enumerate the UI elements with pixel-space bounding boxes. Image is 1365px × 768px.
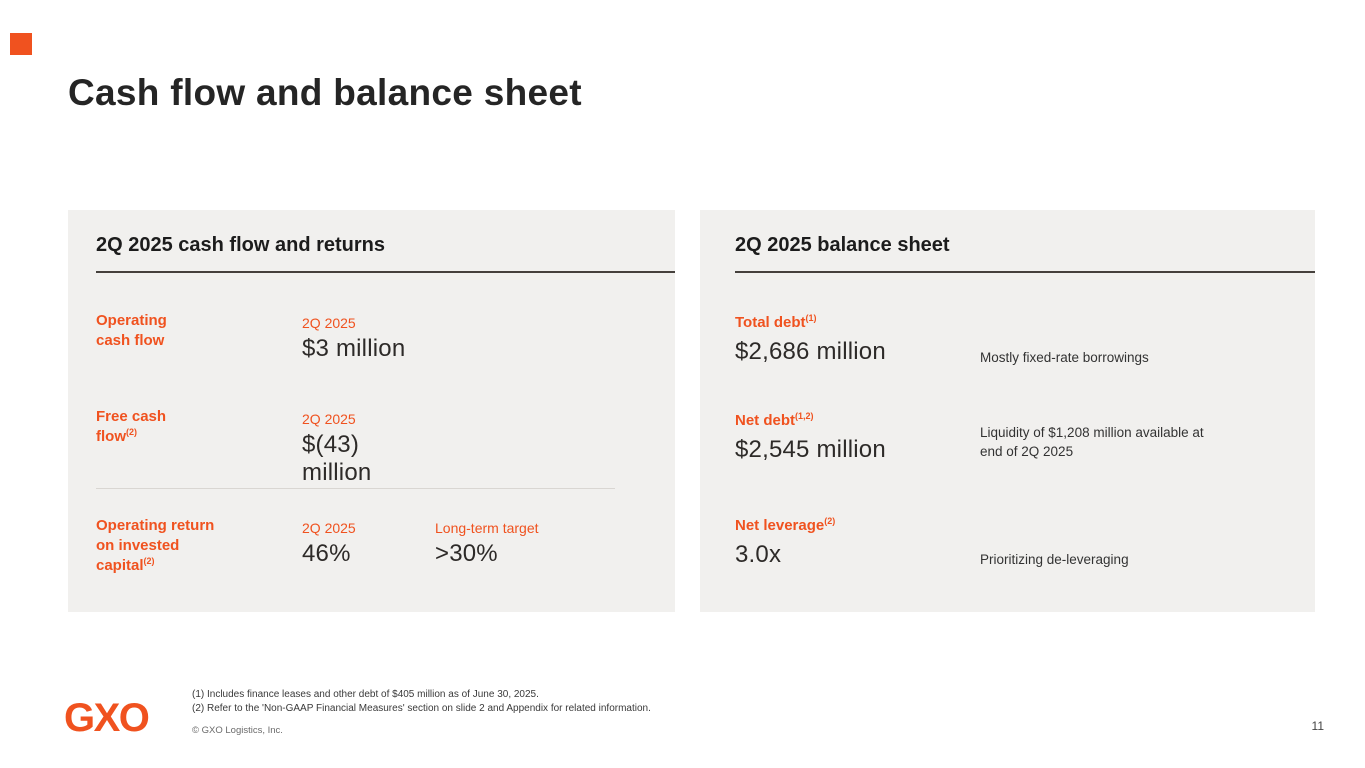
target-label: Long-term target: [435, 520, 539, 536]
metric-block: 2Q 2025 $3 million: [302, 315, 435, 363]
net-debt-value: $2,545 million: [735, 436, 886, 463]
target-block: Long-term target >30%: [435, 520, 568, 568]
cash-flow-panel-header: 2Q 2025 cash flow and returns: [96, 234, 675, 273]
net-debt-note: Liquidity of $1,208 million available at…: [980, 425, 1204, 459]
brand-accent-square: [10, 33, 32, 55]
row-divider: [96, 488, 615, 489]
metric-period: 2Q 2025: [302, 315, 356, 331]
page-number: 11: [1311, 719, 1324, 733]
footnotes: (1) Includes finance leases and other de…: [192, 688, 651, 716]
cash-flow-panel: 2Q 2025 cash flow and returns Operating …: [68, 210, 675, 612]
free-cash-flow-row: Free cash flow(2) 2Q 2025 $(43) million: [96, 407, 435, 487]
total-debt-label: Total debt(1): [735, 313, 817, 332]
balance-sheet-panel: 2Q 2025 balance sheet Total debt(1) $2,6…: [700, 210, 1315, 612]
metric-block: 2Q 2025 $(43) million: [302, 411, 435, 487]
metric-label-text: Net debt: [735, 412, 795, 429]
metric-label: Free cash flow(2): [96, 407, 302, 447]
page-title: Cash flow and balance sheet: [68, 72, 582, 113]
metric-value: $3 million: [302, 335, 406, 362]
target-value: >30%: [435, 540, 498, 567]
footnote-2: (2) Refer to the 'Non-GAAP Financial Mea…: [192, 703, 651, 714]
metric-label: Operating return on invested capital(2): [96, 516, 302, 575]
footnote-marker: (1): [805, 313, 817, 323]
footnote-marker: (1,2): [795, 411, 814, 421]
balance-sheet-panel-header: 2Q 2025 balance sheet: [735, 234, 1315, 273]
metric-label-text: Total debt: [735, 314, 806, 331]
net-leverage-note: Prioritizing de-leveraging: [980, 552, 1129, 567]
total-debt-note: Mostly fixed-rate borrowings: [980, 350, 1149, 365]
operating-cash-flow-row: Operating cash flow 2Q 2025 $3 million: [96, 311, 435, 363]
metric-value: 46%: [302, 540, 351, 567]
copyright-text: © GXO Logistics, Inc.: [192, 725, 283, 736]
net-leverage-value: 3.0x: [735, 541, 782, 568]
footnote-marker: (2): [143, 555, 155, 566]
footnote-1: (1) Includes finance leases and other de…: [192, 689, 539, 700]
return-on-invested-capital-row: Operating return on invested capital(2) …: [96, 516, 568, 575]
metric-label-text: Operating cash flow: [96, 312, 167, 349]
metric-label: Operating cash flow: [96, 311, 302, 351]
metric-period: 2Q 2025: [302, 520, 356, 536]
metric-label-text: Net leverage: [735, 517, 825, 534]
metric-period: 2Q 2025: [302, 411, 356, 427]
gxo-logo: GXO: [64, 696, 150, 740]
metric-label-text: Free cash flow: [96, 408, 167, 445]
metric-label-text: Operating return on invested capital: [96, 517, 215, 574]
metric-block: 2Q 2025 46%: [302, 520, 435, 568]
footnote-marker: (2): [824, 516, 836, 526]
net-debt-label: Net debt(1,2): [735, 411, 814, 430]
footnote-marker: (2): [126, 426, 137, 437]
total-debt-value: $2,686 million: [735, 338, 886, 365]
metric-value: $(43) million: [302, 431, 372, 486]
net-leverage-label: Net leverage(2): [735, 516, 836, 535]
